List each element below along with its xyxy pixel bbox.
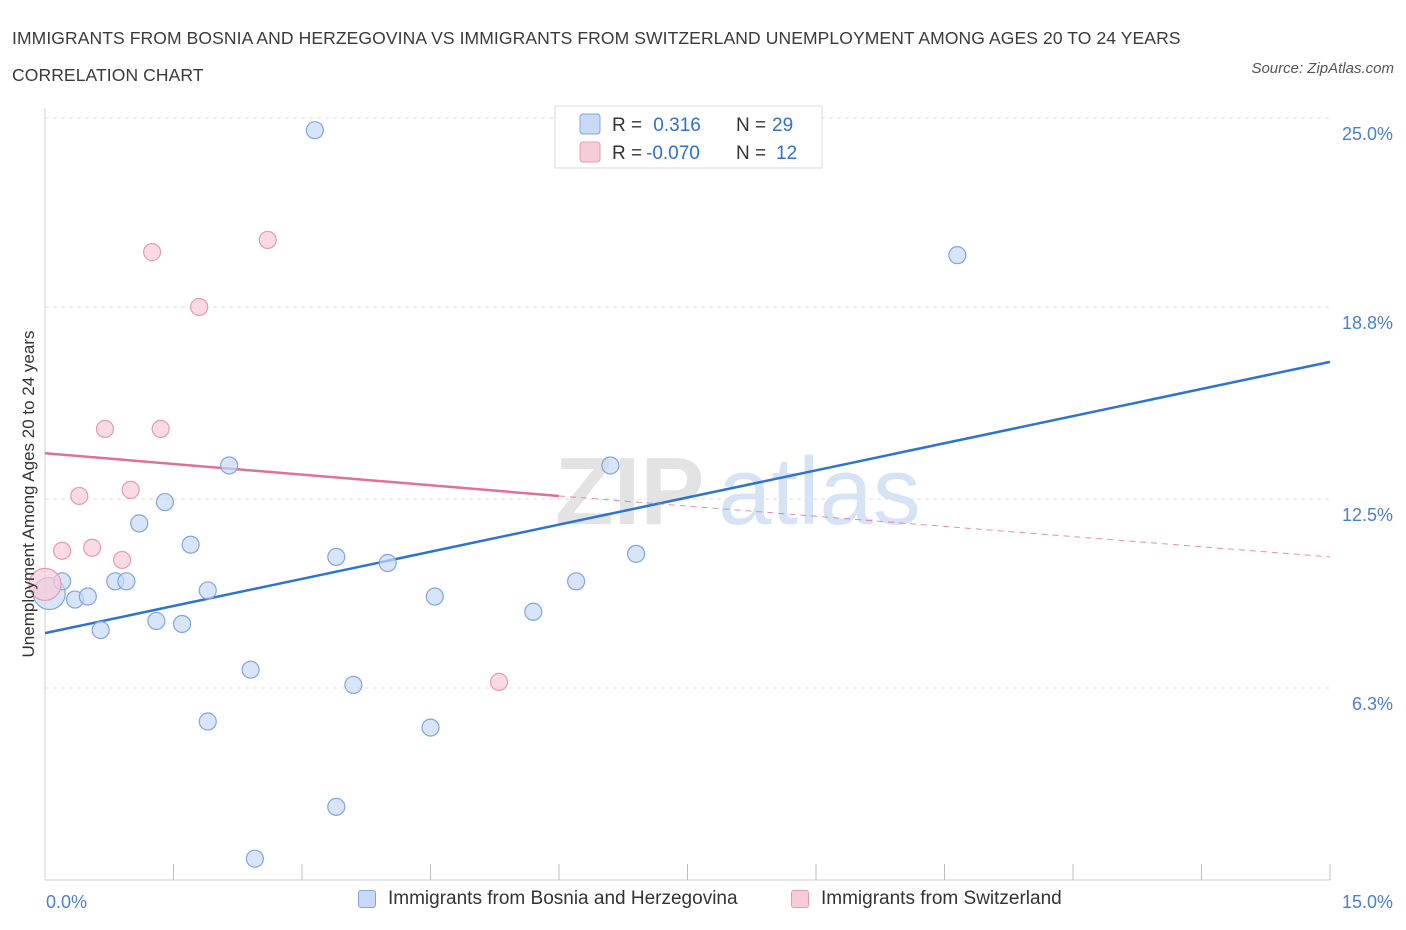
legend-r-label-1: R = (612, 143, 642, 164)
y-tick-label-2: 18.8% (1342, 313, 1393, 333)
point-blue-18 (327, 547, 346, 567)
bottom-legend: Immigrants from Bosnia and Herzegovina I… (0, 888, 1406, 918)
point-pink-5 (112, 550, 132, 570)
point-blue-23 (425, 587, 444, 606)
point-blue-10 (172, 614, 192, 634)
point-blue-15 (198, 712, 217, 731)
trend-line-blue (44, 360, 1331, 635)
point-blue-12 (198, 581, 217, 600)
point-blue-3 (78, 587, 97, 606)
trend-line-pink (44, 452, 560, 498)
point-blue-17 (305, 121, 324, 140)
bottom-legend-item-switzerland: Immigrants from Switzerland (791, 888, 1062, 910)
legend-n-label-1: N = (736, 143, 766, 164)
point-pink-7 (142, 243, 162, 262)
bottom-legend-item-bosnia: Immigrants from Bosnia and Herzegovina (358, 888, 738, 910)
point-blue-28 (948, 246, 967, 265)
point-blue-27 (626, 544, 646, 563)
bottom-legend-label-bosnia: Immigrants from Bosnia and Herzegovina (388, 888, 738, 909)
point-pink-9 (190, 297, 209, 317)
point-blue-6 (117, 572, 136, 591)
point-pink-11 (489, 672, 509, 691)
legend-r-value-1: -0.070 (646, 143, 700, 164)
point-pink-6 (121, 480, 140, 499)
bottom-legend-swatch-switzerland (791, 890, 809, 908)
y-tick-label-1: 12.5% (1342, 505, 1393, 525)
point-blue-7 (130, 514, 149, 533)
point-pink-2 (70, 486, 89, 506)
axes (44, 108, 1331, 881)
watermark-zip: ZIP (555, 438, 704, 545)
legend-swatch-bosnia (579, 113, 601, 135)
watermark: ZIP atlas (555, 438, 921, 545)
point-blue-4 (91, 620, 110, 640)
point-blue-26 (601, 456, 620, 475)
trend-line-dashed-pink (558, 495, 1331, 558)
point-blue-25 (567, 572, 586, 591)
chart-title: IMMIGRANTS FROM BOSNIA AND HERZEGOVINA V… (12, 28, 1181, 85)
point-blue-24 (524, 602, 543, 621)
point-pink-0 (28, 567, 62, 601)
point-blue-20 (344, 675, 363, 695)
bottom-legend-label-switzerland: Immigrants from Switzerland (821, 888, 1062, 909)
legend-r-label-0: R = (612, 115, 642, 136)
point-blue-11 (181, 535, 200, 554)
point-blue-9 (155, 492, 175, 512)
legend-r-value-0: 0.316 (648, 115, 701, 136)
point-blue-22 (421, 718, 440, 737)
point-pink-8 (151, 419, 170, 438)
data-points (28, 121, 967, 868)
point-pink-4 (95, 419, 115, 438)
stats-legend: R = 0.316 N = 29 R = -0.070 N = 12 (554, 105, 823, 169)
y-tick-label-0: 6.3% (1352, 694, 1393, 714)
y-axis-label: Unemployment Among Ages 20 to 24 years (19, 331, 38, 658)
y-tick-label-3: 25.0% (1342, 124, 1393, 144)
point-blue-14 (241, 660, 260, 679)
point-blue-21 (378, 553, 397, 573)
point-blue-8 (147, 611, 166, 631)
legend-n-label-0: N = (736, 115, 766, 136)
legend-n-value-0: 29 (772, 115, 793, 136)
bottom-legend-swatch-bosnia (358, 890, 376, 908)
point-pink-3 (83, 538, 102, 557)
point-pink-10 (258, 230, 277, 250)
tick-labels: 6.3% 12.5% 18.8% 25.0% 0.0% 15.0% (46, 124, 1393, 912)
legend-swatch-switzerland (579, 141, 601, 163)
x-tick-label-1: 15.0% (1342, 892, 1393, 912)
point-blue-19 (327, 797, 346, 816)
chart-source: Source: ZipAtlas.com (1251, 60, 1394, 77)
point-blue-13 (220, 456, 239, 475)
trend-lines (44, 360, 1331, 635)
legend-n-value-1: 12 (776, 143, 797, 164)
x-tick-label-0: 0.0% (46, 892, 87, 912)
point-blue-16 (245, 849, 264, 868)
point-pink-1 (53, 541, 72, 560)
